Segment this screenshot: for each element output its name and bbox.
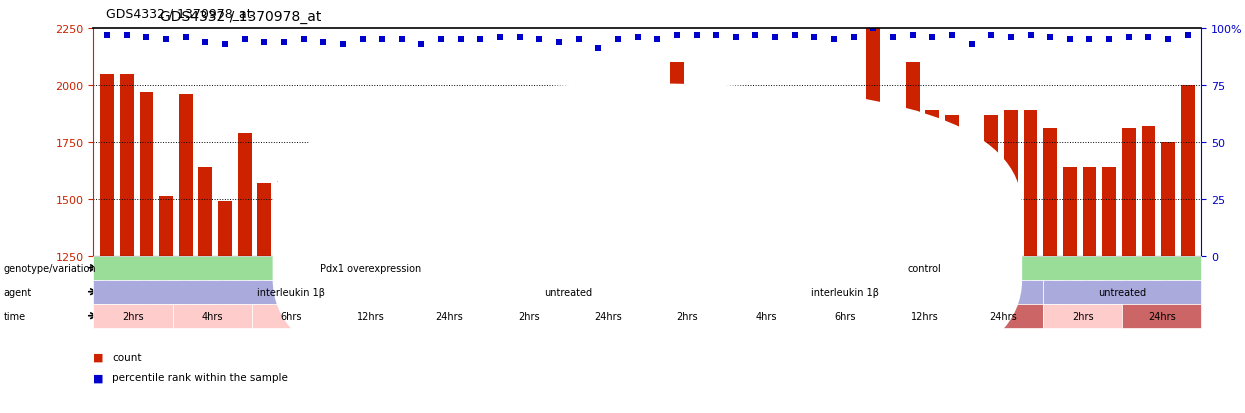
Bar	[258, 183, 271, 256]
Text: count: count	[112, 352, 142, 362]
Text: 24hrs: 24hrs	[594, 311, 621, 321]
Bar	[139, 93, 153, 256]
Text: time: time	[4, 311, 26, 321]
Text: untreated: untreated	[1098, 287, 1147, 297]
Text: ■: ■	[93, 373, 103, 382]
Bar	[906, 63, 920, 256]
Bar	[611, 156, 625, 256]
Bar	[218, 202, 232, 256]
Bar	[159, 197, 173, 256]
Bar	[552, 188, 566, 256]
Bar	[179, 95, 193, 256]
Bar	[571, 168, 585, 256]
Bar	[415, 197, 428, 256]
Bar	[336, 197, 350, 256]
Bar	[296, 170, 310, 256]
Bar	[945, 115, 959, 256]
Bar	[198, 168, 212, 256]
Bar	[847, 138, 860, 256]
Bar	[925, 111, 939, 256]
Bar	[454, 154, 468, 256]
Bar	[238, 133, 251, 256]
Text: 24hrs: 24hrs	[990, 311, 1017, 321]
Bar	[395, 174, 408, 256]
Text: ■: ■	[93, 352, 103, 362]
Bar	[1102, 168, 1116, 256]
Text: 6hrs: 6hrs	[280, 311, 303, 321]
Text: interleukin 1β: interleukin 1β	[258, 287, 325, 297]
Bar	[1162, 142, 1175, 256]
Text: 4hrs: 4hrs	[202, 311, 223, 321]
Bar	[356, 163, 370, 256]
Bar	[473, 147, 487, 256]
Bar	[710, 90, 723, 256]
Bar	[650, 117, 664, 256]
Text: GDS4332 / 1370978_at: GDS4332 / 1370978_at	[106, 7, 251, 19]
Text: agent: agent	[4, 287, 32, 297]
Text: 4hrs: 4hrs	[756, 311, 777, 321]
Bar	[867, 29, 880, 256]
Text: genotype/variation: genotype/variation	[4, 263, 96, 273]
Bar	[435, 163, 448, 256]
Text: 24hrs: 24hrs	[436, 311, 463, 321]
Bar	[985, 115, 998, 256]
Bar	[533, 154, 547, 256]
Bar	[1023, 111, 1037, 256]
Bar	[1003, 111, 1017, 256]
Bar	[768, 115, 782, 256]
Text: 2hrs: 2hrs	[122, 311, 143, 321]
Bar	[278, 181, 291, 256]
Bar	[1083, 168, 1097, 256]
Bar	[748, 93, 762, 256]
Text: 2hrs: 2hrs	[518, 311, 539, 321]
Bar	[591, 224, 605, 256]
Bar	[788, 115, 802, 256]
Text: control: control	[908, 263, 941, 273]
Bar	[1142, 126, 1155, 256]
Text: 2hrs: 2hrs	[1072, 311, 1093, 321]
Text: 12hrs: 12hrs	[910, 311, 939, 321]
Text: GDS4332 / 1370978_at: GDS4332 / 1370978_at	[159, 10, 321, 24]
Text: interleukin 1β: interleukin 1β	[812, 287, 879, 297]
Bar	[1043, 129, 1057, 256]
Bar	[101, 74, 115, 256]
Bar	[493, 129, 507, 256]
Text: Pdx1 overexpression: Pdx1 overexpression	[320, 263, 421, 273]
Bar	[670, 63, 684, 256]
Bar	[728, 124, 743, 256]
Bar	[375, 168, 388, 256]
Bar	[965, 190, 979, 256]
Bar	[827, 177, 840, 256]
Bar	[316, 188, 330, 256]
Bar	[631, 102, 645, 256]
Text: 24hrs: 24hrs	[1148, 311, 1175, 321]
Bar	[690, 97, 703, 256]
Bar	[1063, 168, 1077, 256]
Bar	[808, 108, 822, 256]
Text: untreated: untreated	[544, 287, 593, 297]
Bar	[513, 90, 527, 256]
Text: percentile rank within the sample: percentile rank within the sample	[112, 373, 288, 382]
Text: 6hrs: 6hrs	[834, 311, 857, 321]
Bar	[120, 74, 133, 256]
Bar	[1180, 85, 1194, 256]
Bar	[1122, 129, 1135, 256]
Bar	[886, 120, 900, 256]
Text: 12hrs: 12hrs	[356, 311, 385, 321]
Text: 2hrs: 2hrs	[676, 311, 697, 321]
